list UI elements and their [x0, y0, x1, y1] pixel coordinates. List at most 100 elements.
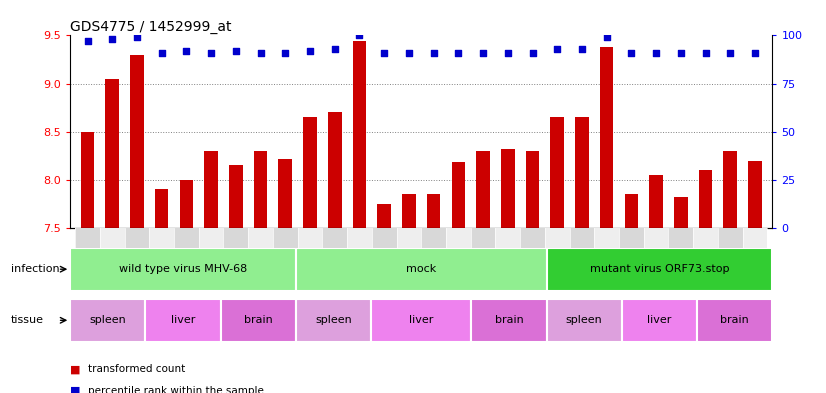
Bar [347, 228, 372, 289]
Bar [427, 194, 440, 228]
Bar [547, 299, 622, 342]
Text: spleen: spleen [316, 315, 352, 325]
Bar [550, 117, 564, 228]
Bar [718, 228, 743, 289]
Point [377, 50, 391, 56]
Bar [328, 112, 341, 228]
Text: transformed count: transformed count [88, 364, 186, 375]
Bar [600, 47, 614, 228]
Bar [125, 228, 150, 289]
Point [600, 34, 613, 40]
Bar [619, 228, 643, 289]
Bar [377, 204, 391, 228]
Bar [525, 151, 539, 228]
Point [699, 50, 712, 56]
Bar [396, 228, 421, 289]
Point [254, 50, 267, 56]
Point [81, 38, 94, 44]
Text: tissue: tissue [11, 315, 44, 325]
Point [303, 48, 316, 54]
Bar [570, 228, 595, 289]
Bar [668, 228, 693, 289]
Point [452, 50, 465, 56]
Bar [446, 228, 471, 289]
Bar [371, 299, 472, 342]
Bar [248, 228, 273, 289]
Bar [477, 151, 490, 228]
Bar [520, 228, 545, 289]
Bar [496, 228, 520, 289]
Bar [372, 228, 396, 289]
Text: GDS4775 / 1452999_at: GDS4775 / 1452999_at [70, 20, 232, 34]
Point [624, 50, 638, 56]
Bar [622, 299, 697, 342]
Text: infection: infection [11, 264, 59, 274]
Bar [229, 165, 243, 228]
Bar [297, 228, 322, 289]
Bar [649, 175, 663, 228]
Point [724, 50, 737, 56]
Bar [100, 228, 125, 289]
Bar [575, 117, 589, 228]
Point [106, 36, 119, 42]
Bar [624, 194, 638, 228]
Bar [81, 132, 94, 228]
Point [402, 50, 415, 56]
Point [576, 46, 589, 52]
Bar [697, 299, 772, 342]
Bar [643, 228, 668, 289]
Bar [674, 197, 687, 228]
Bar [296, 248, 547, 291]
Bar [693, 228, 718, 289]
Bar [472, 299, 547, 342]
Point [278, 50, 292, 56]
Text: spleen: spleen [566, 315, 603, 325]
Text: liver: liver [648, 315, 672, 325]
Bar [179, 180, 193, 228]
Point [477, 50, 490, 56]
Bar [70, 299, 145, 342]
Bar [145, 299, 221, 342]
Bar [501, 149, 515, 228]
Bar [278, 159, 292, 228]
Bar [155, 189, 169, 228]
Point [674, 50, 687, 56]
Point [353, 32, 366, 39]
Text: brain: brain [720, 315, 749, 325]
Bar [545, 228, 570, 289]
Bar [353, 41, 366, 228]
Bar [547, 248, 772, 291]
Bar [273, 228, 297, 289]
Point [649, 50, 662, 56]
Bar [174, 228, 199, 289]
Text: mock: mock [406, 264, 436, 274]
Bar [748, 160, 762, 228]
Bar [421, 228, 446, 289]
Bar [595, 228, 619, 289]
Bar [322, 228, 347, 289]
Point [180, 48, 193, 54]
Bar [296, 299, 371, 342]
Point [551, 46, 564, 52]
Text: percentile rank within the sample: percentile rank within the sample [88, 386, 264, 393]
Text: spleen: spleen [89, 315, 126, 325]
Bar [699, 170, 712, 228]
Point [205, 50, 218, 56]
Bar [106, 79, 119, 228]
Point [131, 34, 144, 40]
Point [155, 50, 169, 56]
Bar [150, 228, 174, 289]
Bar [75, 228, 100, 289]
Point [427, 50, 440, 56]
Text: liver: liver [171, 315, 195, 325]
Point [230, 48, 243, 54]
Bar [199, 228, 224, 289]
Text: brain: brain [244, 315, 273, 325]
Text: liver: liver [409, 315, 434, 325]
Point [328, 46, 341, 52]
Bar [224, 228, 248, 289]
Point [526, 50, 539, 56]
Bar [131, 55, 144, 228]
Point [501, 50, 515, 56]
Text: ■: ■ [70, 386, 81, 393]
